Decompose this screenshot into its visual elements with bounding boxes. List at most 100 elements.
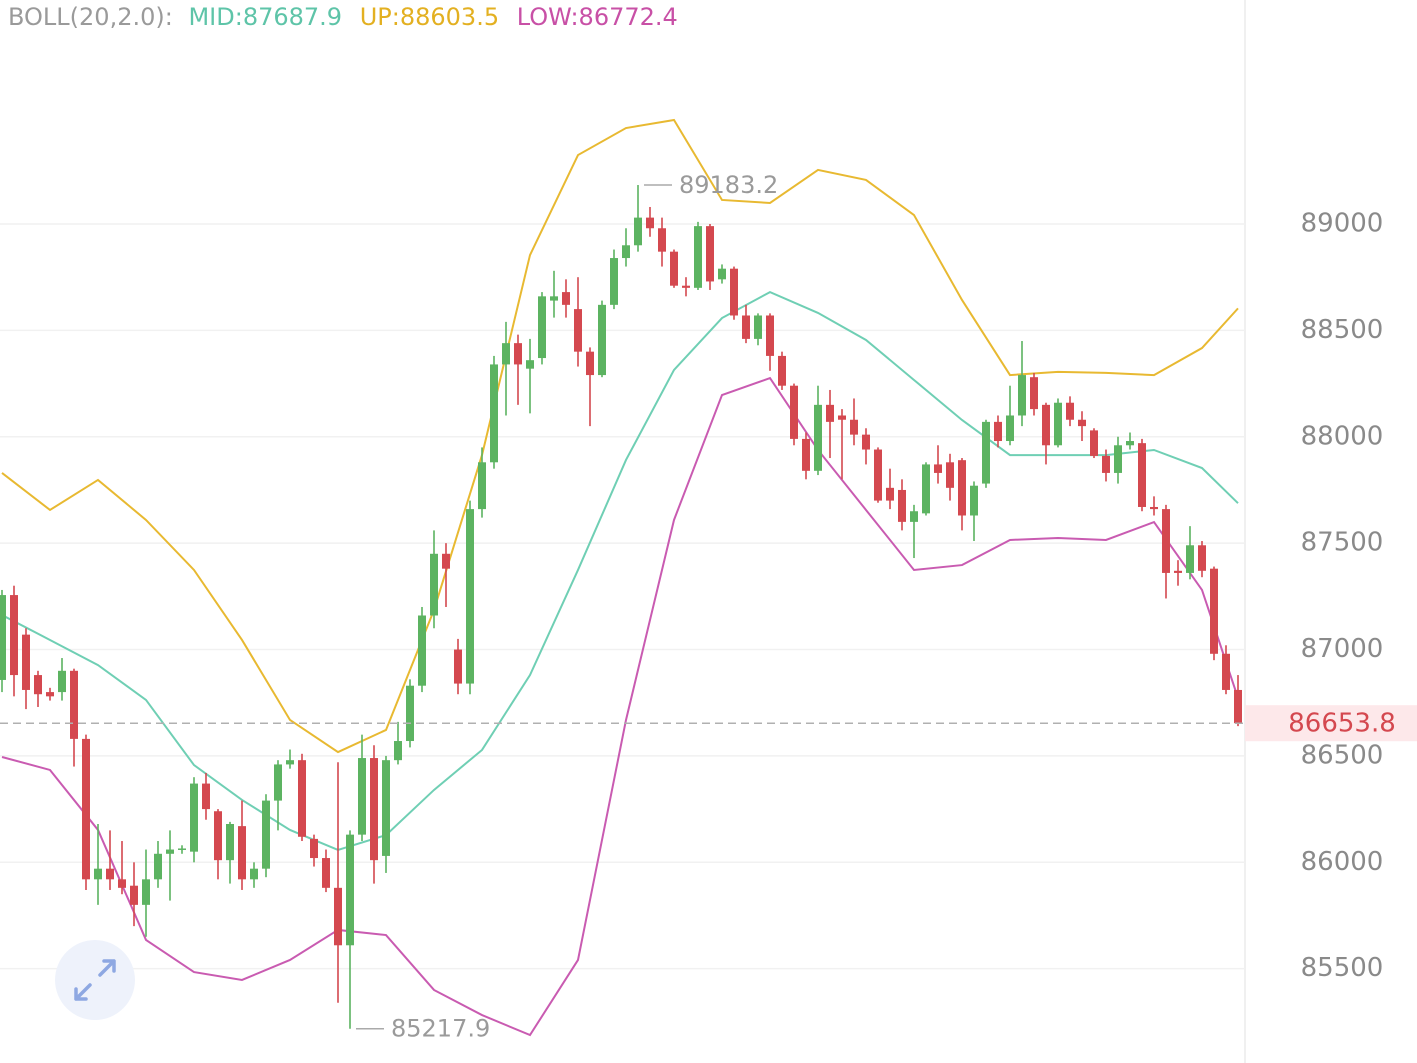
candle-body	[238, 826, 246, 880]
candle-body	[286, 760, 294, 765]
last-price-tag	[1245, 705, 1417, 742]
candle-body	[178, 848, 186, 850]
candle-body	[802, 438, 810, 471]
candle-body	[526, 360, 534, 369]
candle-body	[358, 758, 366, 835]
candle-body	[58, 670, 66, 693]
candle-body	[862, 434, 870, 450]
candle-body	[982, 421, 990, 484]
candle-body	[754, 315, 762, 339]
candle-body	[826, 404, 834, 422]
candle-body	[166, 849, 174, 854]
candle-body	[1210, 568, 1218, 654]
candle-body	[646, 217, 654, 229]
y-tick-label: 87000	[1301, 634, 1384, 664]
candle-body	[1198, 545, 1206, 571]
candle-body	[1150, 506, 1158, 510]
candle-body	[466, 509, 474, 684]
candle-body	[790, 385, 798, 439]
candle-body	[994, 421, 1002, 442]
candle-body	[622, 245, 630, 259]
candle-body	[322, 858, 330, 888]
candle-body	[46, 692, 54, 697]
candle-body	[934, 464, 942, 473]
band-line	[1, 290, 1239, 852]
candle-body	[970, 485, 978, 516]
last-price-label: 86653.8	[1288, 709, 1396, 739]
candle-body	[82, 738, 90, 880]
candle-body	[154, 853, 162, 880]
candle-body	[130, 885, 138, 905]
candle-body	[142, 879, 150, 905]
candle-body	[634, 217, 642, 246]
extreme-label: 85217.9	[391, 1015, 490, 1043]
candle-body	[430, 553, 438, 616]
candle-body	[34, 675, 42, 695]
candle-body	[94, 868, 102, 880]
candle-body	[394, 741, 402, 761]
candle-body	[1102, 455, 1110, 473]
bands	[1, 118, 1239, 1037]
expand-icon[interactable]	[74, 959, 116, 1001]
candle-body	[478, 462, 486, 510]
candles	[0, 185, 1242, 1029]
candle-body	[694, 226, 702, 288]
candle-body	[214, 811, 222, 861]
candle-body	[514, 343, 522, 365]
candle-body	[610, 258, 618, 305]
candle-body	[1018, 375, 1026, 416]
candle-body	[586, 351, 594, 376]
y-tick-label: 86000	[1301, 847, 1384, 877]
candle-body	[658, 228, 666, 252]
extreme-label: 89183.2	[679, 171, 778, 199]
candle-body	[370, 758, 378, 861]
candle-body	[418, 615, 426, 686]
candle-body	[814, 404, 822, 471]
candle-body	[502, 343, 510, 365]
candle-body	[718, 268, 726, 280]
candle-body	[1030, 377, 1038, 410]
expand-bg[interactable]	[55, 940, 135, 1020]
candle-body	[706, 226, 714, 282]
candle-body	[538, 296, 546, 359]
candle-body	[946, 462, 954, 488]
boll-title: BOLL(20,2.0):	[8, 3, 173, 31]
candle-body	[838, 415, 846, 420]
candle-body	[1006, 415, 1014, 442]
candle-body	[10, 595, 18, 676]
candle-body	[202, 783, 210, 810]
candle-body	[406, 685, 414, 742]
candle-body	[682, 285, 690, 288]
candle-body	[1222, 653, 1230, 690]
candle-body	[766, 315, 774, 356]
candle-body	[70, 670, 78, 739]
candle-body	[262, 800, 270, 869]
candle-body	[598, 304, 606, 376]
candle-body	[454, 649, 462, 684]
candle-body	[922, 464, 930, 514]
candle-body	[334, 887, 342, 946]
candle-body	[442, 553, 450, 569]
candle-body	[190, 783, 198, 852]
candle-body	[274, 764, 282, 801]
candle-body	[1054, 402, 1062, 446]
candle-body	[310, 838, 318, 859]
candle-body	[490, 364, 498, 463]
candle-body	[898, 489, 906, 522]
candle-body	[1162, 509, 1170, 573]
candle-body	[778, 355, 786, 386]
band-line	[1, 118, 1239, 754]
candle-body	[562, 292, 570, 305]
candle-body	[106, 868, 114, 880]
boll-mid: MID:87687.9	[188, 3, 342, 31]
candle-body	[22, 634, 30, 690]
candle-body	[1078, 419, 1086, 427]
candle-body	[742, 315, 750, 339]
candle-body	[1042, 404, 1050, 446]
candle-body	[574, 309, 582, 352]
y-tick-label: 88000	[1301, 421, 1384, 451]
candle-body	[1114, 445, 1122, 473]
candle-body	[874, 449, 882, 501]
candle-body	[1234, 689, 1242, 724]
expand-button[interactable]	[55, 940, 135, 1020]
